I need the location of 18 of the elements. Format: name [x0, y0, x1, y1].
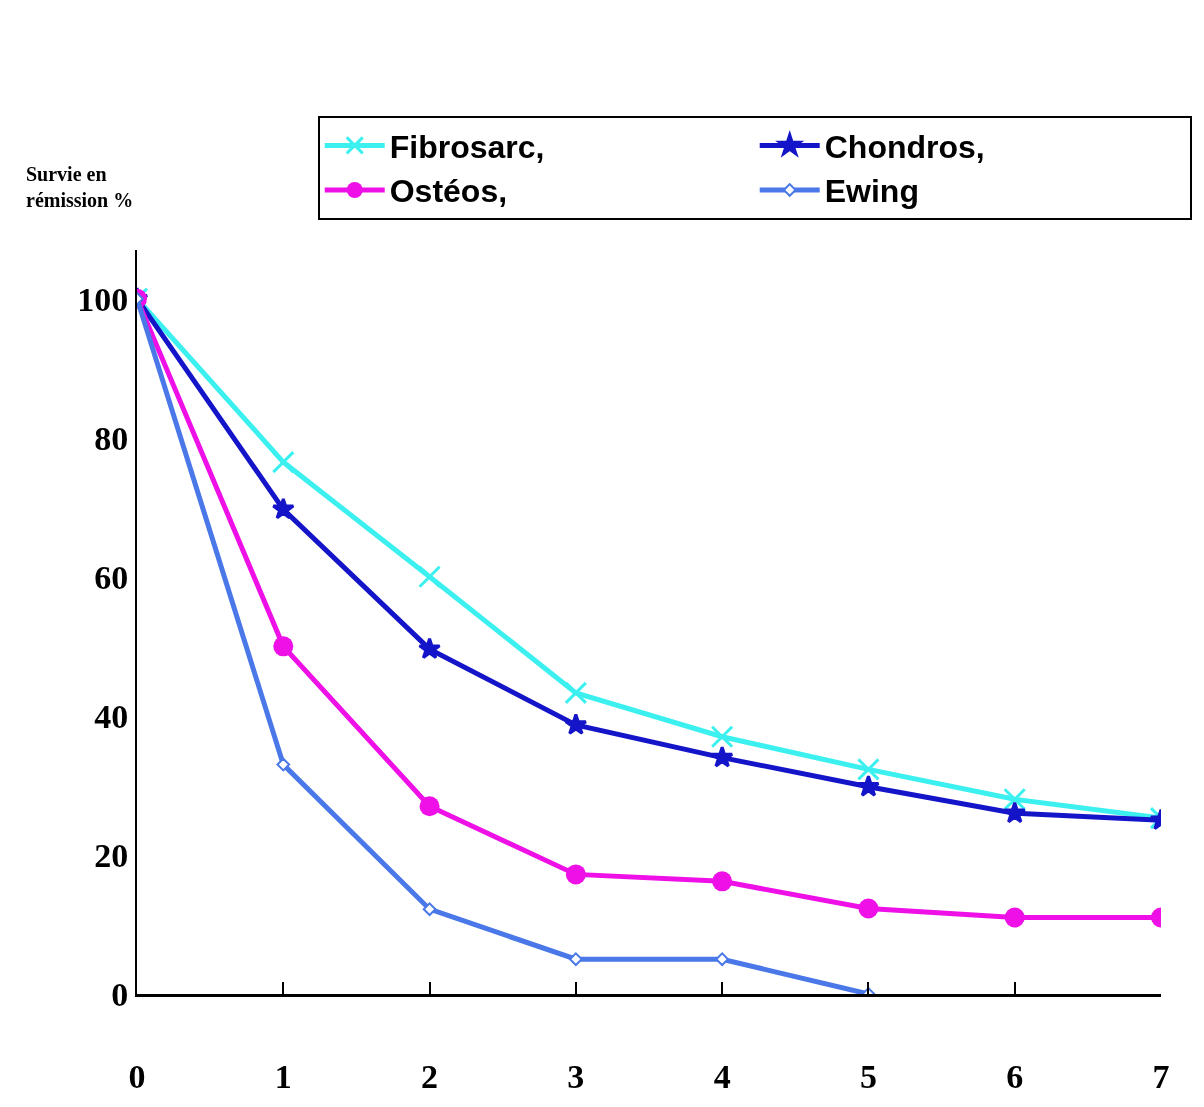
legend-label: Ostéos,	[389, 173, 508, 210]
x-tick-label: 6	[1006, 1057, 1024, 1095]
y-tick-label: 100	[77, 280, 129, 318]
x-tick-label: 4	[713, 1057, 731, 1095]
x-tick-label: 5	[859, 1057, 877, 1095]
y-tick-label: 20	[94, 836, 129, 874]
y-axis-title: Survie en rémission %	[26, 163, 134, 211]
x-tick-label: 7	[1152, 1057, 1170, 1095]
y-tick-label: 80	[94, 419, 129, 457]
legend-label: Ewing	[824, 173, 919, 210]
y-tick-label: 40	[94, 697, 129, 735]
y-tick-label: 60	[94, 558, 129, 596]
y-tick-label: 0	[111, 975, 129, 1013]
x-tick-label: 3	[567, 1057, 585, 1095]
legend-label: Chondros,	[824, 128, 985, 165]
legend-label: Fibrosarc,	[389, 128, 545, 165]
x-tick-label: 2	[421, 1057, 439, 1095]
x-tick-label: 1	[274, 1057, 292, 1095]
